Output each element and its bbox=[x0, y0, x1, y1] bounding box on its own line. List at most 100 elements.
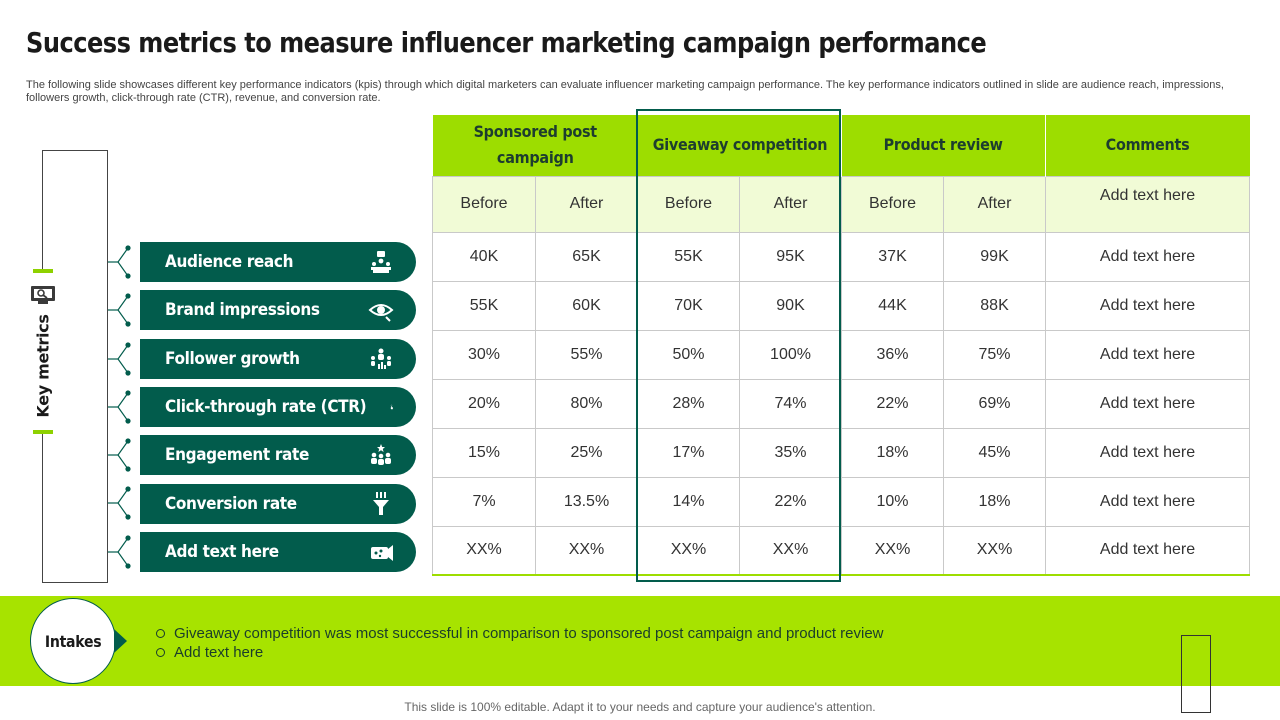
comment-cell: Add text here bbox=[1045, 231, 1251, 282]
comment-cell: Add text here bbox=[1045, 427, 1251, 478]
list-item: Add text here bbox=[156, 643, 884, 662]
connector-5 bbox=[108, 438, 131, 472]
table-cell: 18% bbox=[841, 427, 945, 478]
connector-2 bbox=[108, 293, 131, 327]
metric-label: Follower growth bbox=[165, 349, 300, 369]
table-cell: 28% bbox=[637, 378, 740, 429]
engagement-icon bbox=[371, 444, 391, 465]
table-cell: 17% bbox=[637, 427, 740, 478]
metric-label: Click-through rate (CTR) bbox=[165, 397, 367, 417]
comment-cell: Add text here bbox=[1045, 280, 1251, 331]
metric-ctr: Click-through rate (CTR) bbox=[140, 387, 416, 427]
table-cell: 65K bbox=[535, 231, 638, 282]
table-cell: 18% bbox=[943, 476, 1047, 527]
table-row: 55K 60K 70K 90K 44K 88K Add text here bbox=[432, 280, 1251, 331]
bullet-icon bbox=[156, 648, 165, 657]
metric-connectors bbox=[108, 245, 131, 569]
key-metrics-tick-bottom bbox=[33, 430, 53, 434]
header-giveaway: Giveaway competition bbox=[637, 115, 843, 176]
table-cell: 50% bbox=[637, 329, 740, 380]
table-cell: XX% bbox=[738, 525, 843, 576]
intakes-label: Intakes bbox=[44, 631, 102, 651]
table-cell: 100% bbox=[738, 329, 843, 380]
connector-6 bbox=[108, 486, 131, 520]
table-cell: 70K bbox=[637, 280, 740, 331]
table-cell: 55K bbox=[432, 280, 536, 331]
subheader-after: After bbox=[535, 175, 638, 233]
bullet-icon bbox=[156, 629, 165, 638]
footer-note: This slide is 100% editable. Adapt it to… bbox=[404, 700, 876, 714]
comment-cell: Add text here bbox=[1045, 525, 1251, 576]
list-item: Giveaway competition was most successful… bbox=[156, 624, 884, 643]
kpi-table: Sponsored post campaign Giveaway competi… bbox=[432, 115, 1251, 576]
table-cell: 40K bbox=[432, 231, 536, 282]
table-cell: 7% bbox=[432, 476, 536, 527]
table-row: 15% 25% 17% 35% 18% 45% Add text here bbox=[432, 427, 1251, 478]
subheader-before: Before bbox=[841, 175, 945, 233]
table-cell: 14% bbox=[637, 476, 740, 527]
comment-cell: Add text here bbox=[1045, 378, 1251, 429]
placeholder-box bbox=[1181, 635, 1211, 713]
table-cell: 37K bbox=[841, 231, 945, 282]
metric-label: Engagement rate bbox=[165, 445, 309, 465]
table-cell: 60K bbox=[535, 280, 638, 331]
table-cell: 69% bbox=[943, 378, 1047, 429]
monitor-analytics-icon bbox=[31, 286, 55, 304]
table-row: 40K 65K 55K 95K 37K 99K Add text here bbox=[432, 231, 1251, 282]
page-title: Success metrics to measure influencer ma… bbox=[26, 26, 987, 59]
table-header-row: Sponsored post campaign Giveaway competi… bbox=[432, 115, 1250, 176]
table-row: 20% 80% 28% 74% 22% 69% Add text here bbox=[432, 378, 1251, 429]
audience-icon bbox=[371, 251, 391, 273]
table-cell: 10% bbox=[841, 476, 945, 527]
table-cell: 25% bbox=[535, 427, 638, 478]
metric-conversion-rate: Conversion rate bbox=[140, 484, 416, 524]
intakes-list: Giveaway competition was most successful… bbox=[156, 624, 884, 662]
table-cell: 36% bbox=[841, 329, 945, 380]
table-cell: XX% bbox=[432, 525, 536, 576]
header-product-review: Product review bbox=[841, 115, 1047, 176]
key-metrics-label: Key metrics bbox=[33, 314, 53, 418]
metric-follower-growth: Follower growth bbox=[140, 339, 416, 379]
comment-cell: Add text here bbox=[1045, 329, 1251, 380]
table-cell: XX% bbox=[841, 525, 945, 576]
subheader-before: Before bbox=[637, 175, 740, 233]
page-subtitle: The following slide showcases different … bbox=[26, 79, 1224, 104]
table-row: XX% XX% XX% XX% XX% XX% Add text here bbox=[432, 525, 1251, 576]
table-row: 30% 55% 50% 100% 36% 75% Add text here bbox=[432, 329, 1251, 380]
table-cell: 44K bbox=[841, 280, 945, 331]
follower-growth-icon bbox=[371, 348, 391, 369]
table-cell: 95K bbox=[738, 231, 843, 282]
table-cell: 22% bbox=[841, 378, 945, 429]
table-cell: 20% bbox=[432, 378, 536, 429]
table-cell: 13.5% bbox=[535, 476, 638, 527]
metric-add-text: Add text here bbox=[140, 532, 416, 572]
table-cell: 55% bbox=[535, 329, 638, 380]
header-comments: Comments bbox=[1045, 115, 1250, 176]
connector-7 bbox=[108, 535, 131, 569]
click-icon bbox=[390, 404, 393, 410]
table-cell: 22% bbox=[738, 476, 843, 527]
key-metrics-tick-top bbox=[33, 269, 53, 273]
connector-4 bbox=[108, 390, 131, 424]
subheader-after: After bbox=[943, 175, 1047, 233]
table-cell: 75% bbox=[943, 329, 1047, 380]
table-cell: XX% bbox=[637, 525, 740, 576]
intakes-badge: Intakes bbox=[30, 598, 116, 684]
intakes-band bbox=[0, 596, 1280, 686]
table-cell: 74% bbox=[738, 378, 843, 429]
header-sponsored-post: Sponsored post campaign bbox=[432, 115, 638, 176]
connector-1 bbox=[108, 245, 131, 279]
metric-brand-impressions: Brand impressions bbox=[140, 290, 416, 330]
table-cell: 30% bbox=[432, 329, 536, 380]
table-cell: 15% bbox=[432, 427, 536, 478]
metric-engagement-rate: Engagement rate bbox=[140, 435, 416, 475]
table-cell: 55K bbox=[637, 231, 740, 282]
megaphone-icon bbox=[371, 545, 393, 561]
table-subheader-row: Before After Before After Before After A… bbox=[432, 175, 1251, 233]
eye-icon bbox=[368, 304, 394, 322]
table-cell: 80% bbox=[535, 378, 638, 429]
table-cell: XX% bbox=[535, 525, 638, 576]
table-cell: XX% bbox=[943, 525, 1047, 576]
table-cell: 90K bbox=[738, 280, 843, 331]
metric-label: Brand impressions bbox=[165, 300, 320, 320]
